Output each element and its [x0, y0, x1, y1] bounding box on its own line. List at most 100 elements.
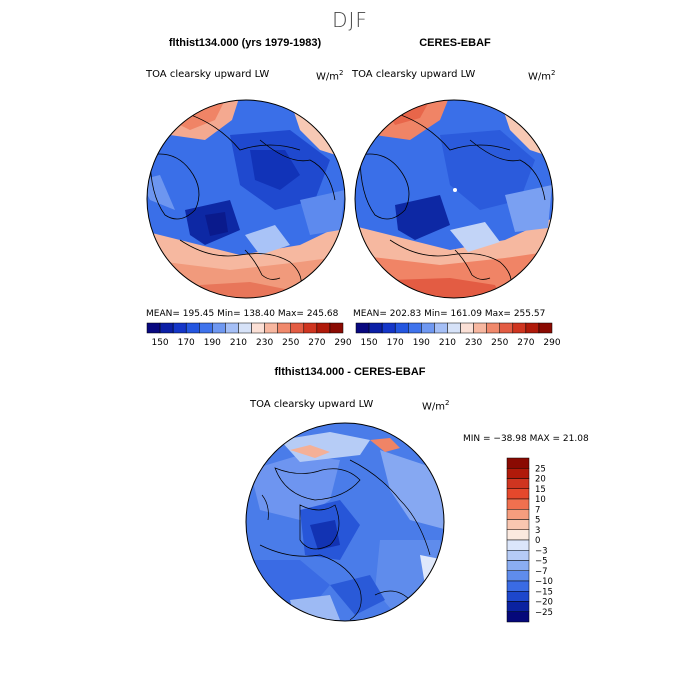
colorbar-swatch: [199, 322, 213, 334]
colorbar-swatch: [172, 322, 187, 334]
colorbar-swatch: [408, 322, 422, 334]
colorbar-swatch: [506, 529, 530, 541]
colorbar-swatch: [506, 611, 530, 623]
colorbar-swatch: [316, 322, 331, 334]
colorbar-tick-label: 210: [230, 338, 247, 348]
colorbar-swatch: [447, 322, 461, 334]
colorbar-tick-label: 190: [204, 338, 221, 348]
panel1-map: [147, 100, 345, 298]
colorbar-swatch: [473, 322, 487, 334]
diff-map-border: [245, 422, 445, 622]
colorbar-swatch: [434, 322, 448, 334]
colorbar-swatch: [159, 322, 174, 334]
colorbar-tick-label: 10: [535, 495, 546, 505]
colorbar-swatch: [421, 322, 435, 334]
colorbar-swatch: [506, 488, 530, 500]
colorbar-tick-label: 20: [535, 475, 546, 485]
colorbar-tick-label: −7: [535, 567, 548, 577]
colorbar-swatch: [499, 322, 514, 334]
colorbar-swatch: [506, 601, 530, 612]
panel2-colorbar: 150 170 190 210 230 250 270 290: [355, 322, 561, 348]
colorbar-swatch: [146, 322, 161, 334]
colorbar-tick-label: 210: [439, 338, 456, 348]
colorbar-tick-label: 290: [334, 338, 351, 348]
panel1-title: flthist134.000 (yrs 1979-1983): [168, 37, 322, 49]
colorbar-tick-label: −20: [535, 598, 553, 608]
panel2-title: CERES-EBAF: [419, 37, 491, 49]
colorbar-tick-label: 25: [535, 464, 546, 474]
panel2-map-border: [354, 99, 554, 299]
colorbar-swatch: [238, 322, 252, 334]
colorbar-swatch: [185, 322, 200, 334]
colorbar-tick-label: 190: [413, 338, 430, 348]
colorbar-tick-label: 230: [465, 338, 482, 348]
panel2-units: W/m2: [528, 69, 556, 83]
colorbar-tick-label: −10: [535, 577, 553, 587]
colorbar-tick-label: 7: [535, 505, 540, 515]
colorbar-tick-label: 0: [535, 536, 540, 546]
colorbar-tick-label: 290: [543, 338, 560, 348]
colorbar-swatch: [506, 580, 530, 592]
colorbar-swatch: [394, 322, 409, 334]
colorbar-swatch: [460, 322, 474, 334]
colorbar-swatch: [506, 560, 530, 571]
diff-units: W/m2: [422, 399, 450, 413]
colorbar-swatch: [303, 322, 318, 334]
colorbar-swatch: [486, 322, 500, 334]
colorbar-tick-label: −15: [535, 587, 553, 597]
colorbar-swatch: [506, 539, 530, 551]
colorbar-swatch: [506, 591, 530, 602]
diff-variable: TOA clearsky upward LW: [250, 399, 374, 410]
colorbar-tick-label: 270: [308, 338, 325, 348]
colorbar-swatch: [381, 322, 396, 334]
colorbar-tick-label: 250: [282, 338, 299, 348]
colorbar-tick-label: 170: [387, 338, 404, 348]
colorbar-tick-label: −5: [535, 557, 548, 567]
colorbar-tick-label: 150: [360, 338, 377, 348]
colorbar-tick-label: 250: [491, 338, 508, 348]
colorbar-swatch: [212, 322, 226, 334]
colorbar-swatch: [506, 519, 530, 530]
diff-map: [246, 423, 444, 621]
colorbar-swatch: [506, 498, 530, 510]
diff-minmax: MIN = −38.98 MAX = 21.08: [463, 434, 589, 444]
colorbar-swatch: [506, 478, 530, 489]
colorbar-swatch: [355, 322, 370, 334]
colorbar-tick-label: 270: [517, 338, 534, 348]
colorbar-swatch: [506, 550, 530, 561]
colorbar-swatch: [290, 322, 305, 334]
colorbar-swatch: [329, 322, 344, 334]
colorbar-swatch: [225, 322, 239, 334]
colorbar-tick-label: −25: [535, 608, 553, 618]
colorbar-tick-label: 15: [535, 485, 546, 495]
colorbar-tick-label: 3: [535, 526, 540, 536]
panel1-units: W/m2: [316, 69, 344, 83]
colorbar-tick-label: 230: [256, 338, 273, 348]
panel1-stats: MEAN= 195.45 Min= 138.40 Max= 245.68: [146, 309, 339, 319]
colorbar-tick-label: −3: [535, 546, 548, 556]
colorbar-swatch: [538, 322, 553, 334]
panel2-stats: MEAN= 202.83 Min= 161.09 Max= 255.57: [353, 309, 546, 319]
colorbar-swatch: [525, 322, 540, 334]
panel1-variable: TOA clearsky upward LW: [146, 69, 270, 80]
panel2-map: [355, 100, 553, 298]
colorbar-swatch: [264, 322, 278, 334]
panel1-colorbar: 150 170 190 210 230 250 270 290: [146, 322, 352, 348]
colorbar-swatch: [506, 468, 530, 479]
panel1-map-border: [146, 99, 346, 299]
colorbar-swatch: [506, 509, 530, 520]
colorbar-tick-label: 170: [178, 338, 195, 348]
colorbar-swatch: [512, 322, 527, 334]
colorbar-swatch: [277, 322, 291, 334]
panel2-variable: TOA clearsky upward LW: [352, 69, 476, 80]
colorbar-tick-label: 150: [151, 338, 168, 348]
colorbar-swatch: [506, 457, 530, 469]
colorbar-tick-label: 5: [535, 516, 540, 526]
diff-title: flthist134.000 - CERES-EBAF: [274, 366, 426, 378]
season-title: DJF: [332, 8, 368, 32]
colorbar-swatch: [368, 322, 383, 334]
colorbar-swatch: [506, 570, 530, 582]
colorbar-swatch: [251, 322, 265, 334]
